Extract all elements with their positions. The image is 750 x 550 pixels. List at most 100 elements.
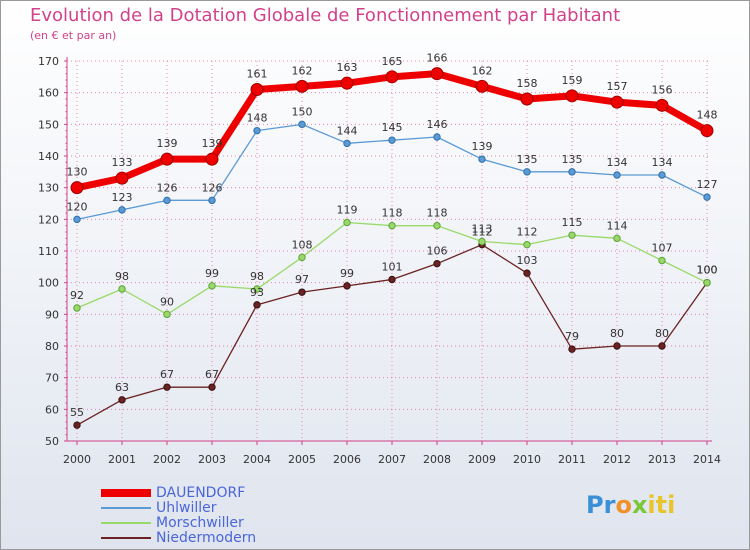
- data-point-morschwiller-2003: [208, 282, 216, 290]
- x-tick-label-2001: 2001: [108, 453, 136, 466]
- data-point-uhlwiller-2006: [343, 139, 351, 148]
- y-tick-label-130: 130: [38, 182, 59, 195]
- data-label-niedermodern-2000: 55: [70, 406, 84, 419]
- data-point-niedermodern-2001: [118, 396, 126, 404]
- data-point-niedermodern-2002: [163, 383, 171, 391]
- data-label-uhlwiller-2002: 126: [157, 181, 178, 194]
- data-label-morschwiller-2008: 118: [427, 207, 448, 220]
- x-tick-label-2011: 2011: [558, 453, 586, 466]
- data-label-niedermodern-2004: 93: [250, 286, 264, 299]
- data-point-uhlwiller-2014: [703, 193, 711, 201]
- data-point-niedermodern-2003: [208, 383, 216, 391]
- data-point-uhlwiller-2010: [523, 168, 531, 176]
- x-tick-label-2008: 2008: [423, 453, 451, 466]
- data-point-uhlwiller-2005: [298, 120, 306, 129]
- data-point-dauendorf-2008: [430, 67, 444, 81]
- data-label-morschwiller-2009: 113: [472, 223, 493, 236]
- data-point-niedermodern-2004: [253, 301, 261, 309]
- data-point-dauendorf-2001: [115, 171, 129, 185]
- data-label-uhlwiller-2008: 146: [427, 118, 448, 131]
- data-point-dauendorf-2005: [295, 79, 309, 93]
- data-point-morschwiller-2013: [658, 256, 666, 265]
- data-label-uhlwiller-2013: 134: [652, 156, 673, 169]
- data-point-dauendorf-2006: [340, 76, 354, 90]
- data-point-uhlwiller-2009: [478, 155, 486, 163]
- legend-label-dauendorf: DAUENDORF: [156, 485, 246, 501]
- data-label-niedermodern-2014: 100: [697, 264, 718, 277]
- data-label-uhlwiller-2011: 135: [562, 153, 583, 166]
- data-point-dauendorf-2009: [475, 79, 489, 93]
- data-point-uhlwiller-2000: [73, 215, 81, 224]
- legend-item-niedermodern: Niedermodern: [101, 530, 361, 547]
- legend-label-morschwiller: Morschwiller: [156, 515, 244, 531]
- y-tick-label-160: 160: [38, 87, 59, 100]
- chart-title: Evolution de la Dotation Globale de Fonc…: [30, 5, 621, 26]
- x-tick-label-2003: 2003: [198, 453, 226, 466]
- x-tick-label-2005: 2005: [288, 453, 316, 466]
- data-point-morschwiller-2007: [388, 221, 396, 230]
- data-point-uhlwiller-2008: [433, 133, 441, 141]
- data-label-morschwiller-2003: 99: [205, 267, 219, 280]
- data-point-dauendorf-2000: [70, 181, 84, 195]
- x-tick-label-2000: 2000: [63, 453, 91, 466]
- data-label-uhlwiller-2012: 134: [607, 156, 628, 169]
- legend-label-uhlwiller: Uhlwiller: [156, 500, 217, 516]
- data-point-uhlwiller-2012: [613, 171, 621, 179]
- y-tick-label-80: 80: [45, 340, 59, 353]
- data-label-dauendorf-2006: 163: [337, 61, 358, 74]
- proxiti-logo: Proxiti: [586, 491, 676, 519]
- data-point-morschwiller-2012: [613, 234, 621, 243]
- data-label-uhlwiller-2006: 144: [337, 124, 358, 137]
- data-label-uhlwiller-2014: 127: [697, 178, 718, 191]
- data-label-dauendorf-2005: 162: [292, 64, 313, 77]
- data-label-dauendorf-2008: 166: [427, 52, 448, 65]
- data-label-uhlwiller-2007: 145: [382, 121, 403, 134]
- data-label-dauendorf-2013: 156: [652, 83, 673, 96]
- chart-subtitle: (en € et par an): [30, 29, 117, 42]
- data-point-dauendorf-2013: [655, 98, 669, 112]
- data-label-dauendorf-2000: 130: [67, 166, 88, 179]
- data-point-dauendorf-2014: [700, 124, 714, 138]
- data-label-morschwiller-2006: 119: [337, 204, 358, 217]
- data-point-niedermodern-2011: [568, 345, 576, 353]
- data-label-dauendorf-2002: 139: [157, 137, 178, 150]
- x-tick-label-2004: 2004: [243, 453, 271, 466]
- data-point-uhlwiller-2011: [568, 168, 576, 176]
- y-tick-label-50: 50: [45, 435, 59, 448]
- data-label-niedermodern-2001: 63: [115, 381, 129, 394]
- data-label-dauendorf-2009: 162: [472, 64, 493, 77]
- data-label-niedermodern-2003: 67: [205, 368, 219, 381]
- data-label-dauendorf-2012: 157: [607, 80, 628, 93]
- data-point-niedermodern-2008: [433, 259, 441, 268]
- x-tick-label-2002: 2002: [153, 453, 181, 466]
- legend-item-morschwiller: Morschwiller: [101, 515, 361, 532]
- data-point-niedermodern-2006: [343, 282, 351, 290]
- data-label-morschwiller-2012: 114: [607, 219, 628, 232]
- legend-label-niedermodern: Niedermodern: [156, 530, 257, 546]
- data-point-uhlwiller-2007: [388, 136, 396, 144]
- data-point-uhlwiller-2013: [658, 171, 666, 179]
- data-point-niedermodern-2000: [73, 421, 81, 429]
- y-tick-label-120: 120: [38, 213, 59, 226]
- data-point-morschwiller-2005: [298, 253, 306, 262]
- y-tick-label-70: 70: [45, 372, 59, 385]
- data-point-dauendorf-2010: [520, 92, 534, 106]
- data-point-dauendorf-2007: [385, 70, 399, 84]
- data-label-uhlwiller-2009: 139: [472, 140, 493, 153]
- legend-item-dauendorf: DAUENDORF: [101, 485, 361, 502]
- data-point-uhlwiller-2001: [118, 206, 126, 214]
- data-point-uhlwiller-2003: [208, 196, 216, 205]
- data-label-morschwiller-2013: 107: [652, 242, 673, 255]
- y-tick-label-140: 140: [38, 150, 59, 163]
- data-label-morschwiller-2011: 115: [562, 216, 583, 229]
- x-tick-label-2009: 2009: [468, 453, 496, 466]
- data-label-niedermodern-2013: 80: [655, 327, 669, 340]
- data-label-uhlwiller-2004: 148: [247, 112, 268, 125]
- data-label-morschwiller-2001: 98: [115, 270, 129, 283]
- data-label-dauendorf-2001: 133: [112, 156, 133, 169]
- data-point-morschwiller-2004: [253, 285, 261, 293]
- data-point-uhlwiller-2002: [163, 196, 171, 205]
- data-point-uhlwiller-2004: [253, 126, 261, 135]
